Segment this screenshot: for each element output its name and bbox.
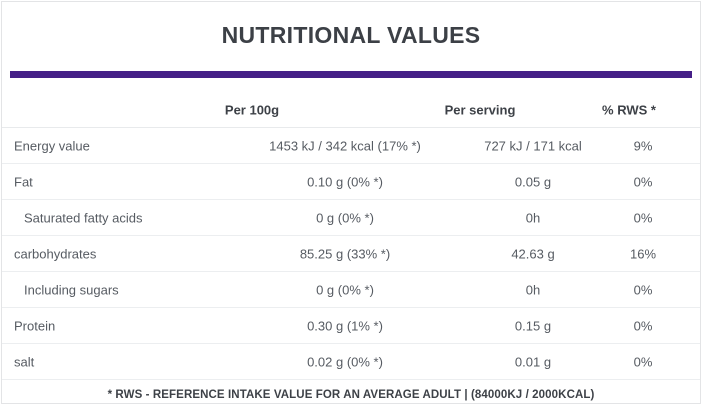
table-footer-row: * RWS - REFERENCE INTAKE VALUE FOR AN AV… bbox=[2, 380, 700, 403]
per-serving-value: 0h bbox=[525, 282, 541, 297]
rws-value: 0% bbox=[633, 318, 653, 333]
column-header-per-serving: Per serving bbox=[444, 102, 516, 117]
nutrient-label: Energy value bbox=[14, 138, 90, 153]
column-header-per-100g: Per 100g bbox=[224, 102, 280, 117]
per-serving-value: 0.05 g bbox=[514, 174, 552, 189]
rws-value: 16% bbox=[629, 246, 657, 261]
rws-footnote: * RWS - REFERENCE INTAKE VALUE FOR AN AV… bbox=[107, 389, 595, 401]
nutrition-table: Per 100g Per serving % RWS * Energy valu… bbox=[2, 92, 700, 403]
column-header-rws: % RWS * bbox=[602, 102, 656, 117]
per-100g-value: 0 g (0% *) bbox=[316, 210, 374, 225]
rws-value: 0% bbox=[633, 210, 653, 225]
nutrient-label: carbohydrates bbox=[14, 246, 97, 261]
nutrient-label: Protein bbox=[14, 318, 56, 333]
table-row: Fat 0.10 g (0% *) 0.05 g 0% bbox=[2, 164, 700, 200]
per-serving-value: 0.15 g bbox=[514, 318, 552, 333]
nutrient-label: Including sugars bbox=[24, 282, 119, 297]
per-100g-value: 0.30 g (1% *) bbox=[307, 318, 383, 333]
per-serving-value: 0h bbox=[525, 210, 541, 225]
table-row: Including sugars 0 g (0% *) 0h 0% bbox=[2, 272, 700, 308]
table-row: Energy value 1453 kJ / 342 kcal (17% *) 72… bbox=[2, 128, 700, 164]
accent-divider bbox=[10, 71, 692, 78]
per-100g-value: 0 g (0% *) bbox=[316, 282, 374, 297]
per-serving-value: 727 kJ / 171 kcal bbox=[484, 138, 582, 153]
per-serving-value: 0.01 g bbox=[514, 354, 552, 369]
table-header-row: Per 100g Per serving % RWS * bbox=[2, 92, 700, 128]
page-title: NUTRITIONAL VALUES bbox=[221, 22, 481, 48]
nutrient-label: Saturated fatty acids bbox=[24, 210, 143, 225]
per-100g-value: 0.10 g (0% *) bbox=[307, 174, 383, 189]
per-serving-value: 42.63 g bbox=[511, 246, 555, 261]
rws-value: 0% bbox=[633, 174, 653, 189]
per-100g-value: 1453 kJ / 342 kcal (17% *) bbox=[269, 138, 421, 153]
per-100g-value: 85.25 g (33% *) bbox=[299, 246, 391, 261]
table-row: Saturated fatty acids 0 g (0% *) 0h 0% bbox=[2, 200, 700, 236]
table-body: Energy value 1453 kJ / 342 kcal (17% *) 72… bbox=[2, 128, 700, 380]
table-row: salt 0.02 g (0% *) 0.01 g 0% bbox=[2, 344, 700, 380]
per-100g-value: 0.02 g (0% *) bbox=[307, 354, 383, 369]
table-row: Protein 0.30 g (1% *) 0.15 g 0% bbox=[2, 308, 700, 344]
rws-value: 0% bbox=[633, 354, 653, 369]
nutrient-label: salt bbox=[14, 354, 35, 369]
nutrient-label: Fat bbox=[14, 174, 33, 189]
table-row: carbohydrates 85.25 g (33% *) 42.63 g 16% bbox=[2, 236, 700, 272]
rws-value: 0% bbox=[633, 282, 653, 297]
rws-value: 9% bbox=[633, 138, 653, 153]
